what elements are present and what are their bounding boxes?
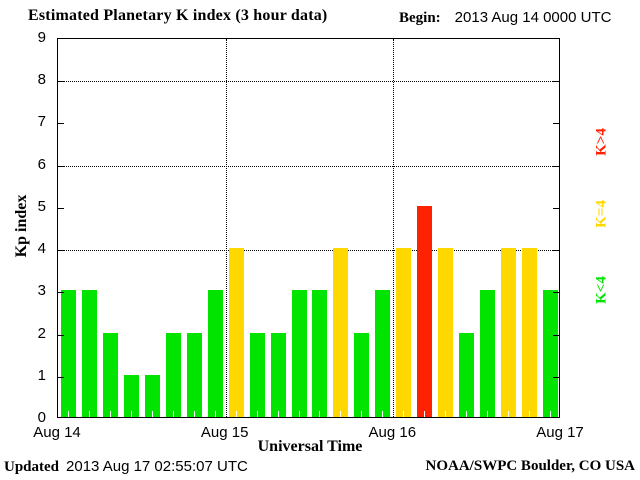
kp-bar bbox=[165, 333, 181, 417]
y-axis-tick bbox=[553, 292, 559, 294]
x-axis-tick bbox=[508, 411, 510, 417]
x-axis-tick bbox=[403, 411, 405, 417]
begin-info: Begin: 2013 Aug 14 0000 UTC bbox=[399, 9, 611, 27]
kp-bar bbox=[396, 248, 412, 417]
kp-bar bbox=[333, 248, 349, 417]
y-axis-tick-label: 2 bbox=[37, 324, 46, 342]
kp-bar bbox=[501, 248, 517, 417]
x-axis-tick bbox=[529, 411, 531, 417]
updated-value: 2013 Aug 17 02:55:07 UTC bbox=[66, 458, 248, 475]
kp-bar bbox=[228, 248, 244, 417]
updated-label: Updated bbox=[4, 459, 60, 475]
kp-bar bbox=[312, 290, 328, 417]
x-axis-tick bbox=[67, 411, 69, 417]
x-axis-tick bbox=[277, 411, 279, 417]
kp-bar bbox=[480, 290, 496, 417]
y-axis-tick-label: 7 bbox=[37, 113, 46, 131]
y-axis-tick bbox=[553, 123, 559, 125]
kp-bar bbox=[186, 333, 202, 417]
x-axis-tick bbox=[130, 411, 132, 417]
x-axis-tick-label: Aug 15 bbox=[200, 424, 249, 441]
x-axis-tick bbox=[445, 411, 447, 417]
y-axis-tick-label: 3 bbox=[37, 282, 46, 300]
kp-bar bbox=[375, 290, 391, 417]
y-axis-tick bbox=[58, 123, 64, 125]
x-axis-title: Universal Time bbox=[257, 438, 363, 455]
legend-item-K-eq-4: K=4 bbox=[593, 200, 610, 228]
x-axis-tick bbox=[424, 411, 426, 417]
kp-bar bbox=[354, 333, 370, 417]
begin-label: Begin: bbox=[399, 10, 441, 26]
x-axis-tick bbox=[88, 411, 90, 417]
kp-bar bbox=[270, 333, 286, 417]
x-axis-tick bbox=[256, 411, 258, 417]
kp-bar bbox=[81, 290, 97, 417]
kp-bar bbox=[207, 290, 223, 417]
kp-bar bbox=[102, 333, 118, 417]
y-axis-tick-label: 1 bbox=[37, 366, 46, 384]
kp-bar bbox=[291, 290, 307, 417]
x-axis-tick bbox=[487, 411, 489, 417]
x-axis-tick bbox=[193, 411, 195, 417]
kp-bar bbox=[417, 206, 433, 417]
y-axis-tick bbox=[553, 334, 559, 336]
y-axis-tick bbox=[553, 207, 559, 209]
y-axis-tick bbox=[58, 81, 64, 83]
x-axis-tick bbox=[466, 411, 468, 417]
y-axis-tick-label: 9 bbox=[37, 29, 46, 46]
x-axis-tick-label: Aug 14 bbox=[33, 424, 81, 441]
y-axis-tick bbox=[553, 165, 559, 167]
x-axis-tick-label: Aug 16 bbox=[368, 424, 417, 441]
x-axis-tick bbox=[361, 411, 363, 417]
legend-item-K-lt-4: K<4 bbox=[593, 276, 610, 304]
y-axis-tick bbox=[58, 334, 64, 336]
kp-bar bbox=[249, 333, 265, 417]
page-title: Estimated Planetary K index (3 hour data… bbox=[28, 7, 328, 24]
update-status: Updated 2013 Aug 17 02:55:07 UTC bbox=[4, 458, 248, 476]
grid-line-horizontal bbox=[58, 81, 559, 83]
y-axis-tick bbox=[553, 81, 559, 83]
source-attribution: NOAA/SWPC Boulder, CO USA bbox=[425, 458, 635, 474]
x-axis-tick bbox=[151, 411, 153, 417]
y-axis-tick-label: 6 bbox=[37, 155, 46, 173]
kp-bar bbox=[459, 333, 475, 417]
kp-bar bbox=[522, 248, 538, 417]
x-axis-tick bbox=[214, 411, 216, 417]
x-axis-tick bbox=[382, 411, 384, 417]
y-axis-tick bbox=[58, 165, 64, 167]
y-axis-tick bbox=[58, 292, 64, 294]
x-axis-tick bbox=[340, 411, 342, 417]
y-axis-tick bbox=[58, 207, 64, 209]
x-axis-tick bbox=[298, 411, 300, 417]
kp-bar bbox=[123, 375, 139, 417]
y-axis-tick bbox=[58, 250, 64, 252]
kp-bar bbox=[144, 375, 160, 417]
kp-bar bbox=[438, 248, 454, 417]
x-axis-tick-label: Aug 17 bbox=[536, 424, 584, 441]
legend-item-K-gt-4: K>4 bbox=[593, 128, 610, 156]
y-axis-tick bbox=[553, 250, 559, 252]
kp-bar bbox=[60, 290, 76, 417]
grid-line-horizontal bbox=[58, 250, 559, 252]
x-axis-tick bbox=[319, 411, 321, 417]
grid-line-horizontal bbox=[58, 165, 559, 167]
grid-line-vertical bbox=[225, 39, 227, 417]
y-axis-tick-label: 8 bbox=[37, 71, 46, 89]
begin-value: 2013 Aug 14 0000 UTC bbox=[454, 9, 612, 26]
x-axis-tick bbox=[109, 411, 111, 417]
y-axis-tick-label: 0 bbox=[37, 409, 46, 426]
plot-area bbox=[57, 38, 560, 418]
y-axis-title: Kp index bbox=[13, 194, 30, 258]
x-axis-tick bbox=[172, 411, 174, 417]
x-axis-tick bbox=[550, 411, 552, 417]
y-axis-tick bbox=[58, 376, 64, 378]
y-axis-tick bbox=[553, 376, 559, 378]
kp-bar bbox=[543, 290, 559, 417]
x-axis-tick bbox=[235, 411, 237, 417]
grid-line-vertical bbox=[393, 39, 395, 417]
